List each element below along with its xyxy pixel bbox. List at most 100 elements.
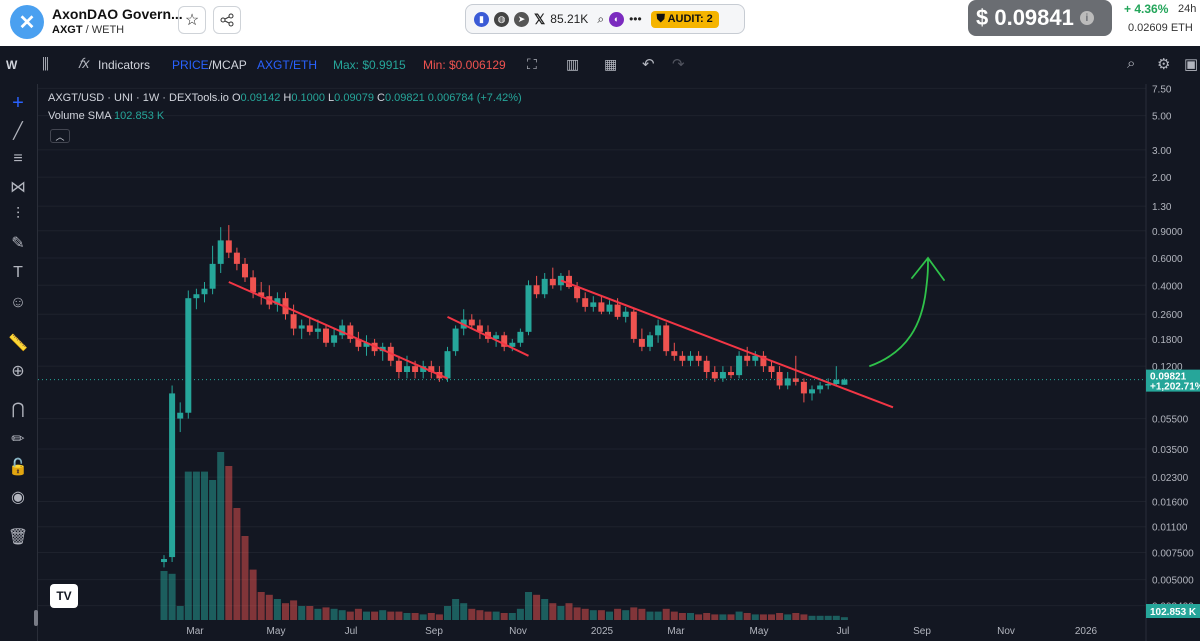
lock-drawings-icon[interactable]: ✏ (11, 431, 25, 448)
candle (525, 285, 532, 332)
share-button[interactable] (213, 6, 241, 34)
crosshair-icon[interactable]: + (12, 91, 24, 114)
candle (517, 331, 524, 343)
price-tick-label: 0.02300 (1152, 473, 1189, 484)
candle (728, 372, 734, 376)
magnet-icon[interactable]: ⋂ (11, 401, 25, 418)
volume-bar (435, 614, 443, 620)
x-twitter-icon[interactable]: 𝕏 (534, 10, 546, 27)
price-tick-label: 0.1200 (1152, 362, 1183, 373)
candle (590, 302, 597, 307)
fib-icon[interactable]: ⫶ (15, 206, 20, 223)
dextools-icon[interactable]: ▮ (474, 11, 489, 27)
trendline-icon[interactable]: ╱ (13, 123, 23, 140)
volume-bar (727, 614, 735, 620)
price-tick-label: 1.30 (1152, 202, 1172, 213)
volume-bar (743, 613, 751, 620)
tradingview-logo[interactable]: TV (50, 584, 78, 608)
volume-bar (622, 610, 630, 620)
time-tick-label: 2025 (591, 626, 614, 637)
candle (339, 325, 346, 336)
candle (695, 355, 702, 361)
text-icon[interactable]: T (13, 264, 23, 281)
volume-bar (751, 614, 759, 620)
redo-icon[interactable]: ↷ (672, 56, 685, 73)
settings-icon[interactable]: ⚙ (1157, 56, 1171, 73)
current-price: $ 0.09841 (976, 5, 1074, 30)
eth-price: 0.02609 ETH (1128, 22, 1193, 34)
bar-chart-icon[interactable]: ▥ (566, 56, 580, 72)
zoom-icon[interactable]: ⊕ (11, 363, 25, 380)
candle (711, 372, 718, 379)
ruler-icon[interactable]: 📏 (8, 335, 28, 352)
telegram-icon[interactable]: ➤ (514, 11, 529, 27)
brush-icon[interactable]: ✎ (11, 235, 25, 252)
volume-bar (217, 452, 225, 620)
horizontal-lines-icon[interactable]: ≡ (13, 150, 23, 167)
volume-bar (476, 610, 484, 620)
candle (549, 278, 556, 286)
volume-bar (395, 611, 403, 620)
volume-bar (322, 607, 330, 620)
volume-bar (695, 614, 703, 620)
candle (614, 304, 621, 317)
chain-icon[interactable]: ◐ (609, 11, 625, 27)
interval-button[interactable]: W (6, 58, 18, 72)
quick-search-icon[interactable]: ⌕ (1127, 55, 1136, 72)
emoji-icon[interactable]: ☺ (9, 294, 27, 311)
low-label: L (328, 92, 335, 104)
compare-icon[interactable]: ▦ (604, 56, 618, 72)
price-tick-label: 5.00 (1152, 112, 1172, 123)
fullscreen-icon[interactable]: ⛶ (527, 56, 537, 72)
change-value: 0.006784 (+7.42%) (427, 92, 522, 104)
pattern-icon[interactable]: ⋈ (10, 179, 26, 196)
time-tick-label: Nov (997, 626, 1015, 637)
website-icon[interactable]: ◍ (494, 11, 509, 27)
candle (566, 275, 572, 287)
candle (671, 351, 678, 356)
volume-bar (282, 603, 289, 620)
price-chart[interactable]: 7.50 5.00 3.00 2.00 1.30 0.9000 0.6000 0.4000 0.… (38, 84, 1200, 641)
star-icon: ☆ (184, 12, 200, 29)
favorite-button[interactable]: ☆ (178, 6, 206, 34)
mcap-option[interactable]: MCAP (212, 58, 247, 72)
candle (412, 366, 419, 373)
candle (420, 366, 427, 373)
time-tick-label: Sep (913, 626, 931, 637)
volume-sma-tag-value: 102.853 K (1150, 607, 1197, 618)
undo-icon[interactable]: ↶ (642, 56, 655, 73)
ohlc-legend: AXGT/USD · UNI · 1W · DEXTools.io O0.091… (48, 92, 522, 104)
close-value: 0.09821 (384, 92, 425, 104)
audit-badge[interactable]: ⛊ AUDIT: 2 (650, 10, 719, 28)
screenshot-icon[interactable]: ▣ (1184, 56, 1199, 73)
volume-bar (257, 592, 265, 620)
indicators-icon[interactable]: 𝑓x (78, 55, 90, 71)
high-value: 0.1000 (291, 92, 325, 104)
candles-icon[interactable]: ⫼ (42, 56, 49, 73)
more-icon[interactable]: ••• (629, 12, 642, 26)
volume-bar (816, 615, 824, 620)
candle (647, 335, 653, 347)
trendline (560, 279, 894, 409)
price-mcap-toggle[interactable]: PRICE/MCAP (172, 58, 247, 72)
candle (217, 240, 224, 264)
info-icon[interactable]: i (1079, 11, 1094, 25)
trash-icon[interactable]: 🗑 (7, 529, 29, 546)
candle (638, 338, 645, 347)
volume-bar (565, 603, 573, 620)
lock-icon[interactable]: 🔓 (8, 459, 28, 476)
volume-bar (306, 606, 314, 620)
candle (452, 328, 459, 352)
candle (574, 286, 581, 299)
price-option[interactable]: PRICE (172, 58, 209, 72)
volume-bar (192, 471, 200, 620)
indicators-button[interactable]: Indicators (98, 58, 151, 72)
volume-bar (662, 608, 670, 620)
collapse-legend-button[interactable]: ︿ (50, 129, 70, 143)
pair-toggle[interactable]: AXGT/ETH (257, 58, 318, 72)
volume-bar (638, 608, 646, 620)
eye-icon[interactable]: ◉ (11, 489, 25, 506)
sidebar-scroll-handle[interactable] (34, 610, 38, 626)
search-icon[interactable]: ⌕ (597, 11, 605, 26)
candle (655, 325, 662, 336)
